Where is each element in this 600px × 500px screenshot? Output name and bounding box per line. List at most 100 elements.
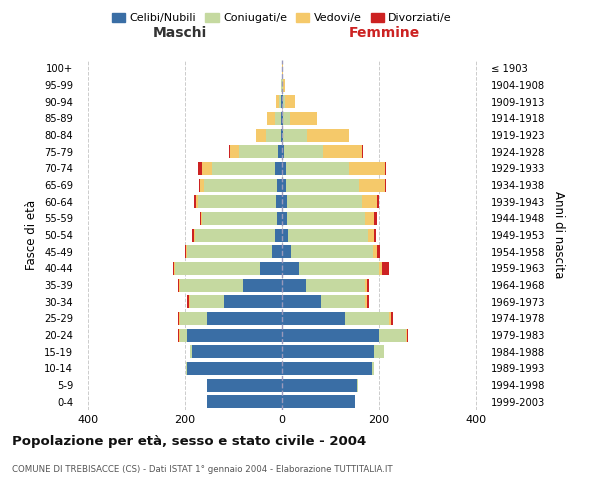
Bar: [239, 145, 278, 158]
Bar: [200, 178, 204, 192]
Bar: [282, 395, 355, 408]
Bar: [180, 312, 207, 325]
Bar: [277, 212, 282, 225]
Bar: [374, 345, 384, 358]
Bar: [276, 195, 282, 208]
Bar: [377, 245, 380, 258]
Bar: [187, 328, 282, 342]
Bar: [382, 262, 389, 275]
Bar: [282, 228, 288, 241]
Bar: [287, 195, 362, 208]
Bar: [379, 328, 406, 342]
Bar: [256, 128, 266, 141]
Text: COMUNE DI TREBISACCE (CS) - Dati ISTAT 1° gennaio 2004 - Elaborazione TUTTITALIA: COMUNE DI TREBISACCE (CS) - Dati ISTAT 1…: [12, 465, 392, 474]
Bar: [283, 78, 285, 92]
Bar: [278, 145, 282, 158]
Bar: [372, 362, 374, 375]
Bar: [187, 295, 189, 308]
Bar: [212, 162, 275, 175]
Bar: [391, 312, 393, 325]
Bar: [282, 195, 287, 208]
Bar: [275, 228, 282, 241]
Bar: [185, 245, 187, 258]
Bar: [282, 128, 283, 141]
Bar: [192, 228, 194, 241]
Bar: [196, 195, 199, 208]
Bar: [282, 112, 283, 125]
Bar: [230, 145, 239, 158]
Bar: [179, 312, 180, 325]
Legend: Celibi/Nubili, Coniugati/e, Vedovi/e, Divorziati/e: Celibi/Nubili, Coniugati/e, Vedovi/e, Di…: [107, 8, 457, 28]
Bar: [288, 228, 368, 241]
Bar: [291, 245, 373, 258]
Bar: [224, 295, 282, 308]
Bar: [190, 295, 224, 308]
Bar: [349, 162, 385, 175]
Bar: [282, 95, 283, 108]
Bar: [201, 212, 202, 225]
Bar: [202, 162, 212, 175]
Bar: [299, 262, 379, 275]
Bar: [199, 195, 276, 208]
Bar: [278, 95, 281, 108]
Bar: [192, 345, 282, 358]
Bar: [385, 162, 386, 175]
Bar: [198, 162, 202, 175]
Bar: [275, 112, 281, 125]
Bar: [187, 362, 282, 375]
Bar: [306, 278, 365, 291]
Bar: [282, 362, 372, 375]
Bar: [243, 278, 282, 291]
Bar: [307, 128, 349, 141]
Bar: [282, 178, 286, 192]
Bar: [194, 195, 196, 208]
Bar: [281, 95, 282, 108]
Bar: [321, 295, 365, 308]
Y-axis label: Anni di nascita: Anni di nascita: [552, 192, 565, 278]
Bar: [406, 328, 407, 342]
Bar: [373, 245, 377, 258]
Bar: [178, 278, 179, 291]
Bar: [282, 162, 286, 175]
Bar: [260, 262, 282, 275]
Bar: [207, 312, 282, 325]
Bar: [283, 95, 286, 108]
Bar: [180, 328, 187, 342]
Bar: [286, 95, 295, 108]
Bar: [357, 378, 358, 392]
Bar: [207, 395, 282, 408]
Bar: [282, 145, 284, 158]
Bar: [365, 278, 367, 291]
Bar: [377, 195, 379, 208]
Bar: [282, 345, 374, 358]
Text: Popolazione per età, sesso e stato civile - 2004: Popolazione per età, sesso e stato civil…: [12, 435, 366, 448]
Bar: [277, 178, 282, 192]
Bar: [368, 228, 374, 241]
Bar: [199, 178, 200, 192]
Bar: [175, 262, 260, 275]
Text: Femmine: Femmine: [349, 26, 419, 40]
Bar: [282, 245, 291, 258]
Bar: [229, 145, 230, 158]
Bar: [282, 295, 321, 308]
Bar: [287, 212, 365, 225]
Bar: [190, 345, 192, 358]
Bar: [283, 112, 290, 125]
Bar: [365, 212, 374, 225]
Y-axis label: Fasce di età: Fasce di età: [25, 200, 38, 270]
Bar: [286, 178, 359, 192]
Bar: [281, 128, 282, 141]
Bar: [374, 228, 376, 241]
Bar: [282, 328, 379, 342]
Bar: [407, 328, 408, 342]
Bar: [379, 262, 382, 275]
Bar: [284, 145, 323, 158]
Bar: [367, 295, 370, 308]
Bar: [204, 178, 277, 192]
Bar: [268, 112, 275, 125]
Bar: [345, 312, 389, 325]
Bar: [323, 145, 362, 158]
Bar: [179, 278, 180, 291]
Bar: [194, 228, 275, 241]
Bar: [282, 262, 299, 275]
